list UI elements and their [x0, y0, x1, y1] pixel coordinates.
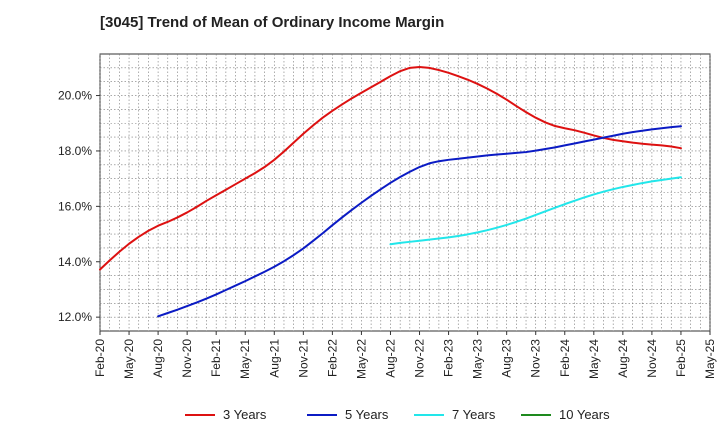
x-tick-label: Feb-24	[558, 339, 572, 377]
x-tick-label: Aug-24	[616, 339, 630, 378]
x-tick-label: Aug-23	[500, 339, 514, 378]
x-tick-label: May-21	[238, 339, 252, 379]
x-tick-label: Nov-21	[296, 339, 310, 378]
y-tick-label: 20.0%	[58, 89, 92, 103]
legend-label-7-years: 7 Years	[452, 407, 496, 422]
grid-layer	[99, 53, 711, 332]
x-tick-label: Aug-21	[267, 339, 281, 378]
series-line-3-years	[99, 66, 682, 271]
y-tick-label: 16.0%	[58, 199, 92, 213]
x-tick-label: Feb-22	[325, 339, 339, 377]
x-tick-label: Feb-23	[442, 339, 456, 377]
x-tick-label: May-22	[354, 339, 368, 379]
x-tick-label: Nov-20	[180, 339, 194, 378]
x-tick-label: May-25	[703, 339, 717, 379]
axis-layer: 12.0% 14.0% 16.0% 18.0% 20.0% Feb-20 May-20 Aug…	[58, 89, 717, 379]
legend-label-3-years: 3 Years	[223, 407, 267, 422]
x-tick-label: Feb-25	[674, 339, 688, 377]
x-tick-label: Nov-22	[413, 339, 427, 378]
x-tick-label: Aug-20	[151, 339, 165, 378]
x-tick-label: May-23	[471, 339, 485, 379]
x-tick-label: May-24	[587, 339, 601, 379]
chart-title: [3045] Trend of Mean of Ordinary Income …	[100, 14, 445, 31]
x-tick-label: Nov-24	[645, 339, 659, 378]
y-tick-label: 12.0%	[58, 310, 92, 324]
x-tick-label: Feb-20	[93, 339, 107, 377]
x-tick-label: Nov-23	[529, 339, 543, 378]
x-tick-label: Aug-22	[383, 339, 397, 378]
series-layer	[99, 66, 682, 318]
y-tick-label: 18.0%	[58, 144, 92, 158]
series-line-7-years	[389, 176, 682, 246]
legend: 3 Years 5 Years 7 Years 10 Years	[185, 407, 610, 422]
legend-label-5-years: 5 Years	[345, 407, 389, 422]
x-tick-label: Feb-21	[209, 339, 223, 377]
series-line-5-years	[157, 125, 682, 318]
y-tick-label: 14.0%	[58, 255, 92, 269]
x-tick-label: May-20	[122, 339, 136, 379]
legend-label-10-years: 10 Years	[559, 407, 610, 422]
